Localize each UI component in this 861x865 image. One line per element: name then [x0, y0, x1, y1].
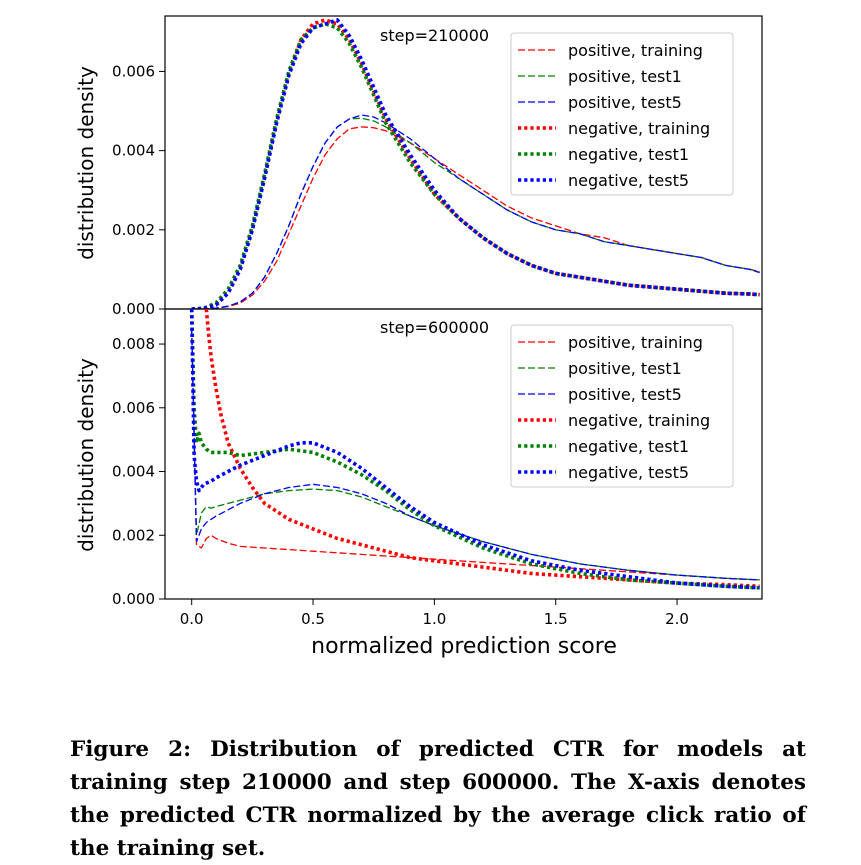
top-legend: positive, training positive, test1 positiv…	[510, 32, 734, 196]
bottom-y-tick-label: 0.006	[112, 399, 155, 417]
x-tick-label: 0.5	[301, 610, 325, 628]
bottom-y-tick-label: 0.000	[112, 590, 155, 608]
top-legend-label: positive, test1	[568, 67, 682, 86]
bottom-panel: 0.000 0.002 0.004 0.006 0.008 0.0 0.5 1.0 1.5 2.…	[74, 308, 763, 659]
x-tick-label: 1.0	[422, 610, 446, 628]
bottom-legend-label: negative, training	[568, 411, 710, 430]
bottom-y-tick-label: 0.002	[112, 526, 155, 544]
x-axis-title: normalized prediction score	[311, 634, 617, 659]
top-legend-label: negative, test1	[568, 145, 689, 164]
bottom-plot-frame	[164, 308, 763, 600]
bottom-step-label: step=600000	[380, 318, 489, 337]
bottom-y-ticks: 0.000 0.002 0.004 0.006 0.008	[112, 335, 165, 608]
top-y-ticks: 0.000 0.002 0.004 0.006	[112, 62, 165, 318]
bottom-y-tick-label: 0.008	[112, 335, 155, 353]
bottom-legend-box	[510, 324, 734, 488]
bottom-legend-label: negative, test1	[568, 437, 689, 456]
top-y-tick-label: 0.006	[112, 62, 155, 80]
bottom-ylabel: distribution density	[74, 358, 98, 552]
x-tick-label: 0.0	[180, 610, 204, 628]
top-y-tick-label: 0.004	[112, 142, 155, 160]
bottom-y-tick-label: 0.004	[112, 463, 155, 481]
bottom-series-negative-training	[204, 309, 760, 589]
figure-caption: Figure 2: Distribution of predicted CTR …	[70, 737, 806, 861]
bottom-series-positive-test5	[191, 328, 760, 581]
top-ylabel: distribution density	[74, 66, 98, 260]
figure: 0.000 0.002 0.004 0.006 step=210000 positiv…	[74, 15, 763, 659]
top-y-tick-label: 0.002	[112, 221, 155, 239]
bottom-series-group	[189, 309, 760, 590]
top-legend-label: positive, test5	[568, 93, 682, 112]
bottom-legend-label: negative, test5	[568, 463, 689, 482]
x-tick-label: 2.0	[665, 610, 689, 628]
bottom-x-ticks: 0.0 0.5 1.0 1.5 2.0	[180, 599, 689, 628]
top-series-negative-test5	[191, 18, 760, 309]
top-legend-box	[510, 32, 734, 196]
top-legend-label: negative, test5	[568, 171, 689, 190]
bottom-series-negative-test1	[189, 309, 760, 590]
top-legend-label: positive, training	[568, 41, 703, 60]
bottom-legend-label: positive, test5	[568, 385, 682, 404]
bottom-legend: positive, training positive, test1 positiv…	[510, 324, 734, 488]
top-series-group	[191, 18, 760, 309]
bottom-series-negative-test5	[189, 309, 760, 590]
top-step-label: step=210000	[380, 26, 489, 45]
bottom-legend-label: positive, test1	[568, 359, 682, 378]
top-y-tick-label: 0.000	[112, 300, 155, 318]
top-legend-label: negative, training	[568, 119, 710, 138]
x-tick-label: 1.5	[544, 610, 568, 628]
top-panel: 0.000 0.002 0.004 0.006 step=210000 positiv…	[74, 15, 763, 318]
bottom-legend-label: positive, training	[568, 333, 703, 352]
